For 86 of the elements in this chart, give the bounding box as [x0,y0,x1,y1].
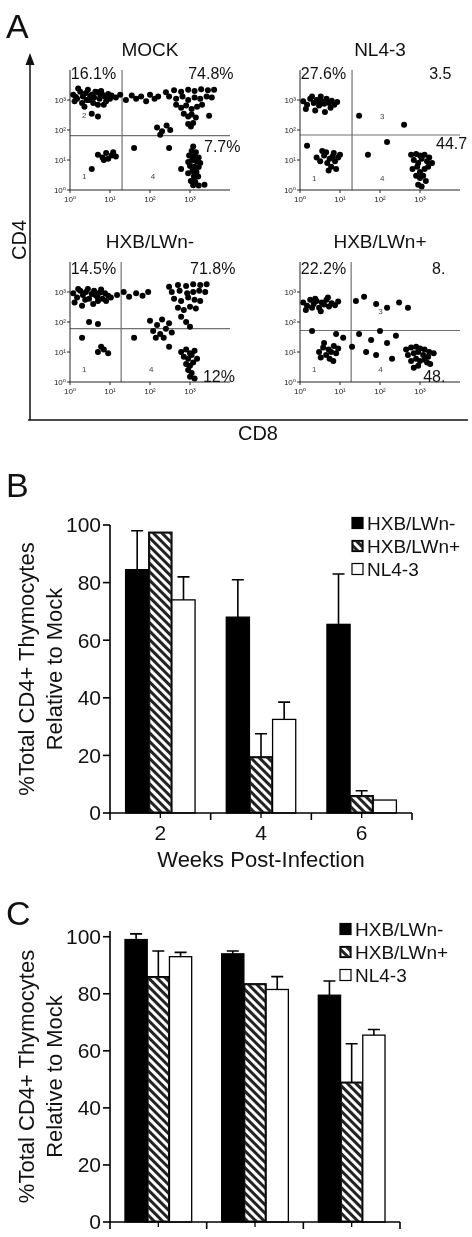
annotation: 7.7% [204,137,241,155]
x-tick-label: 6 [355,821,368,844]
annotation: 1 [82,364,87,374]
chart-title: HXB/LWn- [105,231,195,252]
y-tick-label: 10¹ [54,347,67,357]
annotation: 44.7 [436,134,468,152]
y-tick-label: 10¹ [284,155,297,165]
legend-label: HXB/LWn+ [355,941,449,963]
y-tick-label: 10³ [54,95,67,105]
x-tick-label: 4 [255,821,268,844]
annotation: 12% [202,368,235,385]
y-tick-label: 20 [77,743,101,767]
legend-label: HXB/LWn+ [367,535,461,557]
y-tick-label: 10² [284,317,297,327]
y-tick-label: 10⁰ [53,185,66,195]
y-axis-title: %Total CD4+ Thymocytes Relative to Mock [13,949,67,1204]
x-tick-label: 10³ [414,195,427,204]
x-tick-label: 10³ [184,195,197,204]
y-tick-label: 60 [77,1039,101,1063]
y-tick-label: 40 [77,1096,101,1120]
x-tick-label: 10¹ [334,195,347,204]
x-tick-label: 10³ [414,387,427,396]
chart-title: NL4-3 [354,39,406,60]
annotation: 3 [378,307,384,317]
annotation: 4 [380,174,385,183]
legend-label: HXB/LWn- [355,918,444,940]
x-tick-label: 10² [144,387,157,396]
y-tick-label: 100 [65,513,101,537]
y-tick-label: 10⁰ [53,377,66,387]
annotation: 3.5 [429,65,452,82]
x-tick-label: 10¹ [334,387,347,396]
annotation: 4 [149,364,155,374]
y-tick-label: 0 [89,801,101,825]
annotation: 8. [432,260,446,277]
y-tick-label: 60 [77,628,101,652]
y-tick-label: 10² [54,125,67,135]
x-axis-title: Weeks Post-Infection [157,847,365,872]
y-tick-label: 100 [65,925,101,949]
annotation: 1 [312,364,317,374]
x-tick-label: 10⁰ [293,387,307,396]
y-tick-label: 20 [77,1153,101,1177]
annotation: 74.8% [188,65,234,82]
annotation: 27.6% [300,65,347,82]
text: B [6,466,29,504]
y-tick-label: 0 [89,1210,101,1234]
y-tick-label: 10⁰ [283,377,296,387]
x-tick-label: 10² [374,195,387,204]
y-tick-label: 80 [77,570,101,594]
annotation: 16.1% [70,65,117,82]
y-tick-label: 10² [284,125,297,135]
annotation: 2 [82,111,87,121]
annotation: 14.5% [70,260,117,277]
annotation: 1 [312,174,317,183]
legend-label: NL4-3 [367,558,419,580]
x-tick-label: 2 [154,821,167,844]
y-tick-label: 10³ [284,95,297,105]
y-tick-label: 10¹ [54,155,67,165]
annotation: 4 [378,364,384,374]
annotation: 48. [423,368,446,385]
text: C [6,894,31,932]
legend-label: NL4-3 [355,964,407,986]
annotation: 22.2% [300,260,347,277]
chart-title: MOCK [121,39,179,60]
x-tick-label: 10¹ [104,195,117,204]
x-tick-label: 10² [374,387,387,396]
y-tick-label: 10² [54,317,67,327]
annotation: 1 [82,172,87,182]
chart-title: HXB/LWn+ [333,231,427,252]
y-tick-label: 40 [77,686,101,710]
y-tick-label: 80 [77,982,101,1006]
x-axis-title: CD8 [237,422,279,444]
y-axis-title: CD4 [8,219,30,261]
annotation: 4 [150,172,156,182]
legend-label: HXB/LWn- [367,512,456,534]
y-tick-label: 10¹ [284,347,297,357]
y-axis-title: %Total CD4+ Thymocytes Relative to Mock [13,542,67,796]
y-tick-label: 10³ [54,287,67,297]
x-tick-label: 10³ [184,387,197,396]
annotation: 3 [380,111,385,121]
y-tick-label: 10³ [284,287,297,297]
x-tick-label: 10⁰ [293,195,307,204]
annotation: 71.8% [190,260,236,277]
y-tick-label: 10⁰ [283,185,296,195]
x-tick-label: 10² [144,195,157,204]
text: A [6,7,29,45]
x-tick-label: 10¹ [104,387,117,396]
